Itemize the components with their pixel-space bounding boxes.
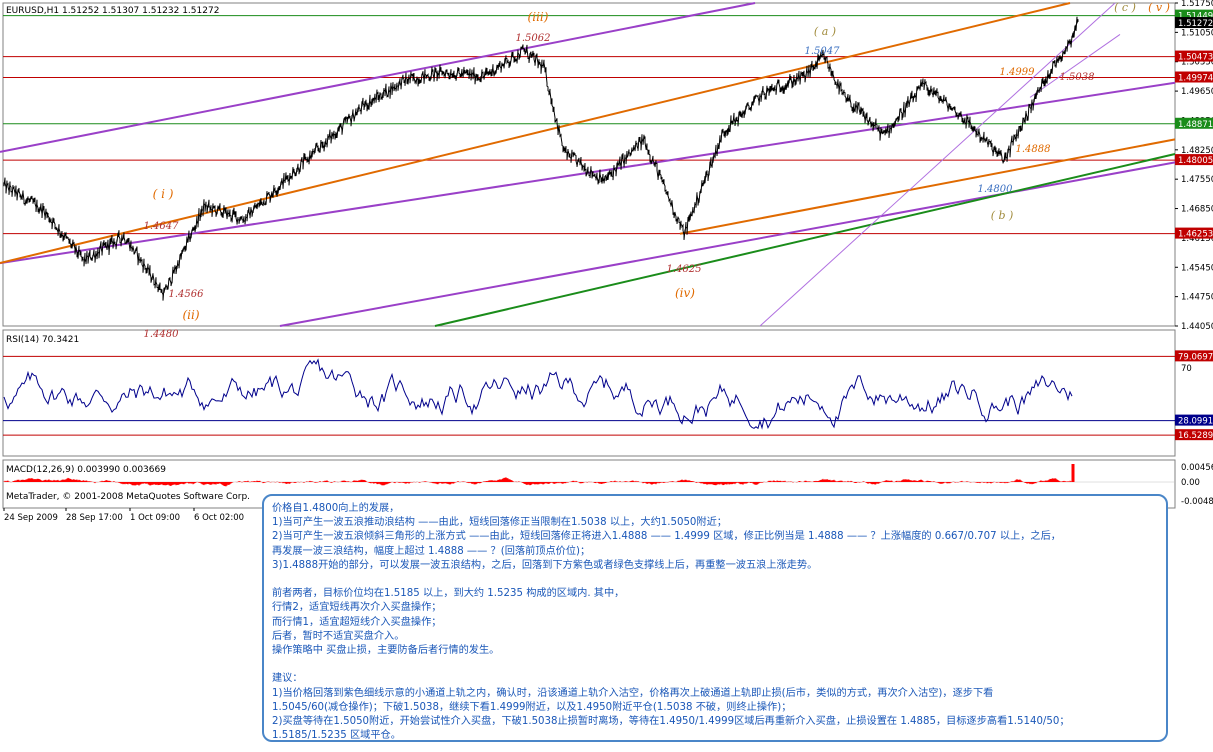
- rsi-panel-header: RSI(14) 70.3421: [6, 335, 79, 345]
- wave-annotation: (iv): [675, 286, 695, 300]
- wave-annotation: 1.5062: [516, 33, 551, 44]
- note-line: 建议：: [272, 673, 303, 685]
- wave-annotation: ( c ): [1114, 1, 1136, 14]
- level-tag-label: 1.49974: [1178, 73, 1213, 83]
- price-panel-header: EURUSD,H1 1.51252 1.51307 1.51232 1.5127…: [6, 6, 219, 16]
- level-tag-label: 1.46253: [1178, 230, 1213, 240]
- price-series-line: [3, 16, 1079, 301]
- level-tag: [1175, 154, 1213, 166]
- channel-line: [434, 153, 1176, 327]
- note-line: 后者，暂时不适宜买盘介入。: [272, 630, 405, 642]
- macd-tick-label: 0.00456: [1181, 463, 1213, 473]
- note-line: 行情2，适宜短线再次介入买盘操作；: [272, 602, 442, 614]
- y-tick-label: 1.46150: [1181, 234, 1213, 244]
- note-line: 再发展一波三浪结构，幅度上超过 1.4888 —— ？(回落前顶点价位)；: [272, 545, 591, 557]
- level-tag: [1175, 227, 1213, 239]
- wave-annotation: ( b ): [991, 209, 1014, 222]
- level-tag: [1175, 9, 1213, 21]
- y-tick-label: 1.51750: [1181, 0, 1213, 9]
- wave-annotation: 1.5038: [1060, 72, 1095, 83]
- wave-annotation: ( a ): [814, 25, 836, 38]
- rsi-level-label: 16.5289: [1178, 431, 1213, 441]
- rsi-level-tag: [1175, 350, 1213, 362]
- note-line: 1.5045/60(减仓操作)；下破1.5038，继续下看1.4999附近，以及…: [272, 701, 792, 713]
- wave-annotation: 1.4566: [169, 289, 205, 300]
- level-tag-label: 1.51449: [1178, 12, 1213, 22]
- level-tag: [1175, 50, 1213, 62]
- rsi-level-label: 28.0991: [1178, 417, 1213, 427]
- level-tag-label: 1.48871: [1178, 120, 1213, 130]
- note-blank: [272, 658, 1158, 672]
- y-tick-label: 1.51050: [1181, 28, 1213, 38]
- note-line: 1.5185/1.5235 区域平仓。: [272, 730, 401, 742]
- level-tag-label: 1.51272: [1178, 19, 1213, 29]
- y-tick-label: 1.44750: [1181, 293, 1213, 303]
- channel-line: [679, 138, 1176, 235]
- x-tick-label: 6 Oct 02:00: [194, 513, 244, 523]
- wave-annotation: 1.4647: [144, 221, 180, 232]
- macd-tick-label: 0.00: [1181, 478, 1200, 488]
- price-panel-frame: [2, 2, 1176, 327]
- y-tick-label: 1.47550: [1181, 175, 1213, 185]
- level-tag: [1175, 71, 1213, 83]
- note-blank: [272, 573, 1158, 587]
- wave-annotation: ( i ): [153, 187, 174, 201]
- watermark-text: MetaTrader, © 2001-2008 MetaQuotes Softw…: [6, 492, 250, 502]
- level-tag: [1175, 17, 1213, 29]
- note-line: 前者两者，目标价位均在1.5185 以上，到大约 1.5235 构成的区域内. …: [272, 588, 625, 600]
- wave-annotation: 1.4888: [1016, 144, 1051, 155]
- x-tick-label: 28 Sep 17:00: [66, 513, 123, 523]
- channel-line: [759, 2, 1116, 327]
- note-line: 2)买盘等待在1.5050附近，开始尝试性介入买盘，下破1.5038止损暂时离场…: [272, 716, 1070, 728]
- analysis-note: 价格自1.4800向上的发展， 1)当可产生一波五浪推动浪结构 ——由此，短线回…: [262, 494, 1168, 742]
- level-tag-label: 1.50473: [1178, 53, 1213, 63]
- note-line: 价格自1.4800向上的发展，: [272, 503, 400, 514]
- note-line: 3)1.4888开始的部分，可以发展一波五浪结构，之后，回落到下方紫色或者绿色支…: [272, 559, 818, 571]
- rsi-level-tag: [1175, 429, 1213, 441]
- level-tag-label: 1.48005: [1178, 156, 1213, 166]
- wave-annotation: 1.4800: [978, 184, 1014, 195]
- level-tag: [1175, 117, 1213, 129]
- note-line: 而行情1，适宜超短线介入买盘操作；: [272, 616, 442, 628]
- wave-annotation: (ii): [182, 308, 199, 322]
- macd-tick-label: -0.00489: [1181, 497, 1213, 507]
- note-line: 1)当价格回落到紫色细线示意的小通道上轨之内，确认时，沿该通道上轨介入沽空，价格…: [272, 687, 994, 699]
- y-tick-label: 1.48250: [1181, 146, 1213, 156]
- y-tick-label: 1.45450: [1181, 263, 1213, 273]
- macd-panel-header: MACD(12,26,9) 0.003990 0.003669: [6, 465, 166, 475]
- y-tick-label: 1.50350: [1181, 58, 1213, 68]
- note-line: 2)当可产生一波五浪倾斜三角形的上涨方式 ——由此，短线回落修正将进入1.488…: [272, 531, 1061, 543]
- y-tick-label: 1.46850: [1181, 205, 1213, 215]
- wave-annotation: 1.5047: [805, 46, 841, 57]
- channel-line: [0, 2, 756, 153]
- rsi-level-tag: [1175, 414, 1213, 426]
- rsi-tick-label: 70: [1181, 364, 1192, 374]
- rsi-series-line: [3, 358, 1073, 430]
- wave-annotation: (iii): [528, 10, 549, 24]
- rsi-level-label: 79.0697: [1178, 352, 1213, 362]
- macd-histogram: [3, 464, 1075, 487]
- channel-line: [1029, 34, 1121, 98]
- wave-annotation: 1.4999: [1000, 67, 1036, 78]
- wave-annotation: 1.4480: [144, 329, 180, 340]
- y-tick-label: 1.44050: [1181, 322, 1213, 332]
- note-line: 1)当可产生一波五浪推动浪结构 ——由此，短线回落修正当限制在1.5038 以上…: [272, 517, 727, 529]
- note-line: 操作策略中 买盘止损，主要防备后者行情的发生。: [272, 645, 500, 657]
- channel-line: [0, 2, 1071, 265]
- wave-annotation: ( v ): [1148, 1, 1170, 14]
- x-tick-label: 24 Sep 2009: [4, 513, 58, 523]
- x-tick-label: 1 Oct 09:00: [130, 513, 180, 523]
- y-tick-label: 1.49650: [1181, 87, 1213, 97]
- wave-annotation: 1.4625: [667, 264, 702, 275]
